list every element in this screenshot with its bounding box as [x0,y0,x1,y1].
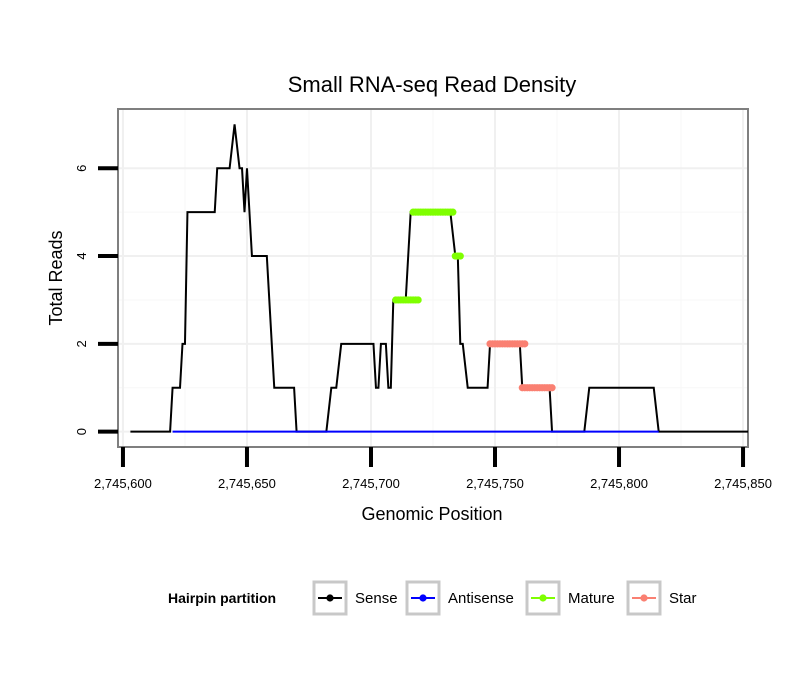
y-tick-label: 4 [74,252,89,259]
data-point [548,384,556,392]
data-point [414,296,422,304]
y-tick-label: 2 [74,340,89,347]
segment-star [486,340,529,348]
legend-label: Sense [355,590,398,607]
legend-key-point [539,594,547,602]
legend: Hairpin partition Sense Antisense Mature St… [168,580,697,616]
legend-label: Mature [568,590,615,607]
legend-item-sense: Sense [312,580,398,616]
series-star [486,340,556,392]
chart-title: Small RNA-seq Read Density [288,72,577,97]
segment-mature [392,296,422,304]
legend-entries: Sense Antisense Mature Star [312,580,697,616]
x-axis-title: Genomic Position [361,504,502,524]
legend-key-point [419,594,427,602]
y-axis-title: Total Reads [46,230,66,325]
x-tick-label: 2,745,800 [590,476,648,491]
legend-item-antisense: Antisense [405,580,514,616]
legend-item-star: Star [626,580,697,616]
legend-label: Antisense [448,590,514,607]
segment-star [518,384,556,392]
y-tick-label: 0 [74,428,89,435]
x-tick-label: 2,745,850 [714,476,772,491]
x-tick-label: 2,745,600 [94,476,152,491]
data-point [449,208,457,216]
legend-item-mature: Mature [525,580,615,616]
x-tick-label: 2,745,750 [466,476,524,491]
legend-key-point [326,594,334,602]
legend-key-point [640,594,648,602]
data-point [521,340,529,348]
x-tick-label: 2,745,700 [342,476,400,491]
legend-label: Star [669,590,697,607]
y-tick-label: 6 [74,165,89,172]
x-tick-label: 2,745,650 [218,476,276,491]
segment-mature [409,208,457,216]
series-mature [392,208,464,304]
legend-title: Hairpin partition [168,590,276,606]
series-layer [130,124,748,433]
y-axis: 0 2 4 6 [74,165,118,435]
x-axis: 2,745,600 2,745,650 2,745,700 2,745,750 2,74… [94,447,772,491]
data-point [456,252,464,260]
segment-mature [451,252,464,260]
